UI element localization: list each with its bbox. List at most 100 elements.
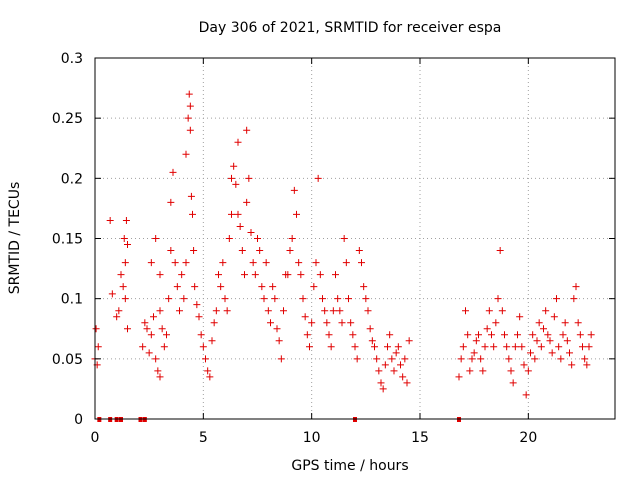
x-tick-label: 5: [199, 430, 208, 446]
data-point: [521, 361, 528, 368]
data-point: [297, 271, 304, 278]
data-point: [261, 295, 268, 302]
data-point: [310, 283, 317, 290]
data-point: [369, 337, 376, 344]
data-point: [328, 343, 335, 350]
data-point: [269, 283, 276, 290]
data-point: [373, 355, 380, 362]
data-point: [401, 355, 408, 362]
y-axis-label: SRMTID / TECUs: [7, 182, 23, 295]
data-point: [529, 331, 536, 338]
data-point: [206, 373, 213, 380]
data-point: [157, 307, 164, 314]
data-point: [484, 325, 491, 332]
data-point: [172, 259, 179, 266]
data-point: [258, 283, 265, 290]
data-point: [209, 337, 216, 344]
data-point: [375, 367, 382, 374]
data-point: [464, 331, 471, 338]
data-point: [189, 211, 196, 218]
data-point: [347, 319, 354, 326]
data-point: [93, 325, 100, 332]
data-point: [579, 343, 586, 350]
data-point: [566, 349, 573, 356]
data-point: [293, 211, 300, 218]
data-point: [490, 343, 497, 350]
data-point: [232, 181, 239, 188]
data-point: [581, 355, 588, 362]
data-point: [495, 295, 502, 302]
data-point: [174, 283, 181, 290]
data-point: [531, 355, 538, 362]
data-point: [349, 331, 356, 338]
data-point: [295, 259, 302, 266]
data-point: [315, 175, 322, 182]
data-point: [492, 319, 499, 326]
data-point: [397, 361, 404, 368]
y-tick-label: 0: [74, 412, 83, 428]
data-point: [289, 235, 296, 242]
data-point: [222, 295, 229, 302]
data-point: [202, 355, 209, 362]
data-point: [380, 385, 387, 392]
data-point: [399, 373, 406, 380]
data-point: [280, 307, 287, 314]
data-point: [306, 343, 313, 350]
x-tick-label: 0: [91, 430, 100, 446]
y-tick-label: 0.1: [61, 292, 83, 308]
data-point: [384, 343, 391, 350]
data-point: [265, 307, 272, 314]
data-point: [254, 235, 261, 242]
data-point: [395, 343, 402, 350]
data-point: [95, 343, 102, 350]
data-point: [544, 331, 551, 338]
data-point: [518, 343, 525, 350]
data-point: [542, 307, 549, 314]
data-point: [124, 241, 131, 248]
data-point: [551, 313, 558, 320]
data-point: [256, 247, 263, 254]
data-point: [570, 295, 577, 302]
data-point: [291, 187, 298, 194]
data-point: [388, 355, 395, 362]
data-point: [514, 331, 521, 338]
data-point: [165, 295, 172, 302]
data-point: [239, 247, 246, 254]
data-point: [573, 283, 580, 290]
data-point: [473, 337, 480, 344]
data-point: [406, 337, 413, 344]
data-point: [503, 343, 510, 350]
data-point: [525, 367, 532, 374]
data-point: [575, 319, 582, 326]
data-point: [274, 325, 281, 332]
data-point: [323, 319, 330, 326]
data-point: [308, 319, 315, 326]
data-point: [271, 295, 278, 302]
x-tick-label: 10: [303, 430, 321, 446]
data-point: [152, 355, 159, 362]
data-point: [150, 313, 157, 320]
data-point: [159, 325, 166, 332]
data-point: [180, 295, 187, 302]
data-point: [144, 325, 151, 332]
data-point: [378, 379, 385, 386]
data-point: [186, 91, 193, 98]
y-tick-label: 0.3: [61, 51, 83, 67]
data-point: [386, 331, 393, 338]
data-point: [536, 319, 543, 326]
data-point: [252, 271, 259, 278]
data-point: [404, 379, 411, 386]
data-point: [510, 379, 517, 386]
data-point: [154, 367, 161, 374]
data-point: [540, 325, 547, 332]
data-point: [243, 199, 250, 206]
data-point: [120, 283, 127, 290]
data-point: [157, 271, 164, 278]
data-point: [462, 307, 469, 314]
data-point: [193, 301, 200, 308]
data-point: [241, 271, 248, 278]
data-point: [332, 271, 339, 278]
data-point: [553, 295, 560, 302]
x-axis-label: GPS time / hours: [291, 458, 408, 474]
data-point: [167, 247, 174, 254]
